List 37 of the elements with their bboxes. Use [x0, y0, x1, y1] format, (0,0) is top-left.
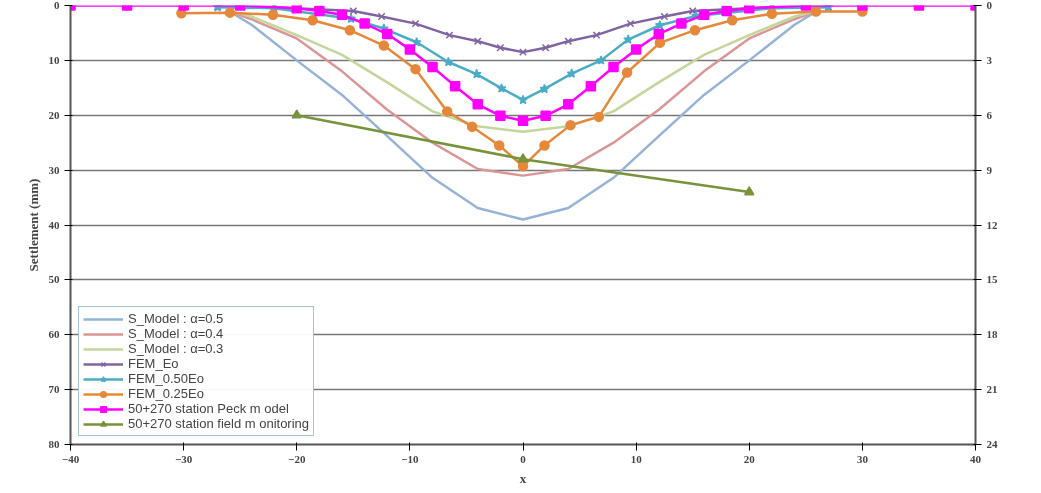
legend-label: FEM_Eo: [128, 356, 179, 371]
x-tick-label: −10: [401, 452, 420, 465]
x-axis-title: x: [519, 470, 527, 486]
x-tick-label: 20: [743, 452, 756, 465]
y-tick-label: 50: [48, 273, 60, 286]
y-tick-label: 60: [48, 328, 60, 341]
x-tick-label: 0: [520, 452, 527, 465]
x-tick-label: 40: [970, 452, 982, 465]
y2-tick-label: 18: [986, 328, 998, 341]
y-tick-label: 40: [48, 218, 60, 231]
legend-label: FEM_0.50Eo: [128, 371, 204, 386]
legend-label: S_Model : α=0.4: [128, 326, 224, 341]
x-tick-label: −20: [288, 452, 306, 465]
x-tick-label: −40: [61, 452, 80, 465]
y2-tick-label: 9: [986, 163, 993, 176]
legend-label: FEM_0.25Eo: [128, 386, 204, 401]
y-tick-label: 30: [48, 163, 60, 176]
y-tick-label: 20: [48, 108, 60, 121]
x-tick-label: 30: [856, 452, 869, 465]
legend-label: S_Model : α=0.3: [128, 341, 224, 356]
y2-tick-label: 15: [986, 273, 998, 286]
legend-label: 50+270 station field m onitoring: [128, 416, 310, 431]
x-tick-label: −30: [174, 452, 193, 465]
legend-label: 50+270 station Peck m odel: [128, 401, 289, 416]
y2-tick-label: 12: [986, 218, 998, 231]
x-tick-label: 10: [630, 452, 643, 465]
y-axis-title: Settlement (mm): [25, 178, 41, 272]
y2-tick-label: 3: [986, 53, 993, 66]
y2-tick-label: 0: [986, 0, 993, 11]
legend-label: S_Model : α=0.5: [128, 311, 224, 326]
y2-tick-label: 6: [986, 108, 993, 121]
y-tick-label: 80: [48, 438, 60, 450]
y2-tick-label: 24: [986, 438, 998, 450]
y2-tick-label: 21: [986, 383, 998, 396]
y-tick-label: 70: [48, 383, 60, 396]
y-tick-label: 0: [54, 0, 60, 11]
y-tick-label: 10: [48, 53, 60, 66]
